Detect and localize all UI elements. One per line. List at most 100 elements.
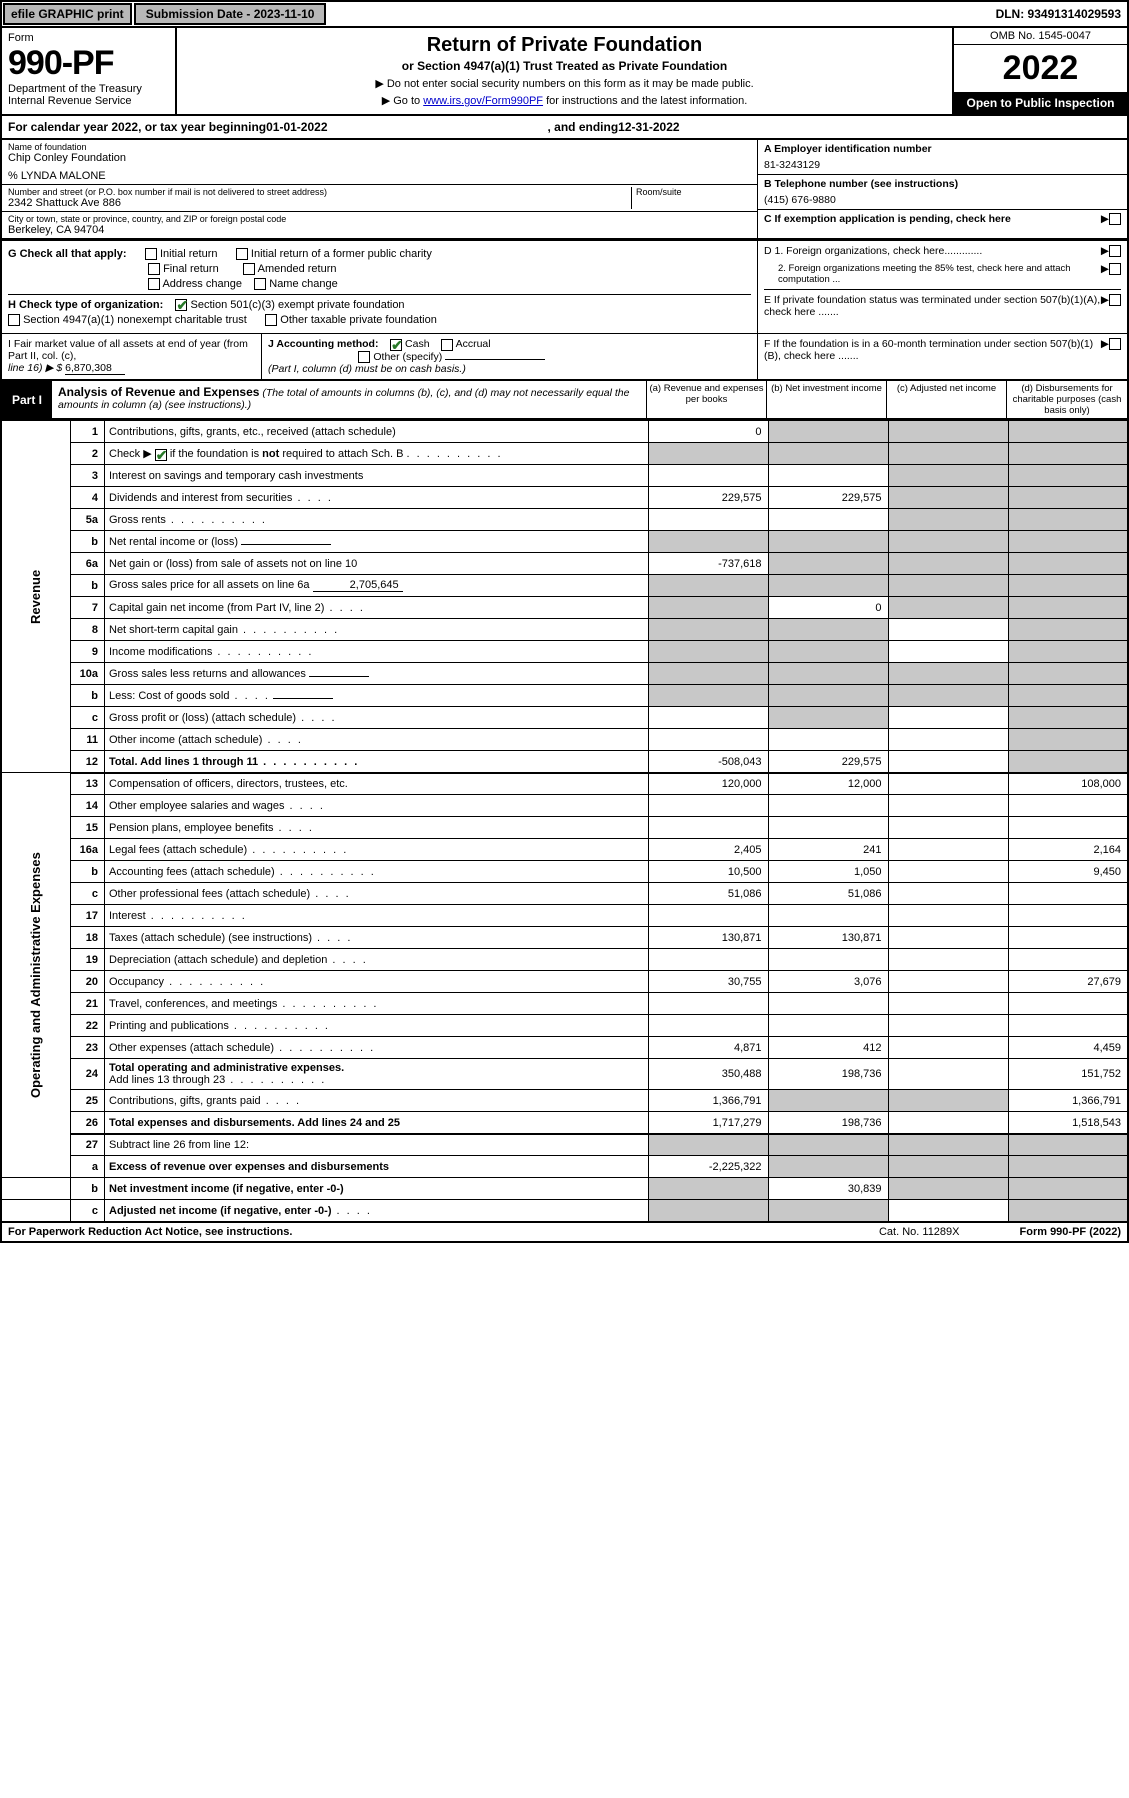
row-13-desc: Compensation of officers, directors, tru… xyxy=(105,773,649,795)
row-6b-desc: Gross sales price for all assets on line… xyxy=(105,575,649,597)
section-g-row-3: Address change Name change xyxy=(8,278,751,290)
final-return-checkbox[interactable] xyxy=(148,263,160,275)
form-label: Form xyxy=(8,32,169,44)
row-3-desc: Interest on savings and temporary cash i… xyxy=(105,465,649,487)
page-footer: For Paperwork Reduction Act Notice, see … xyxy=(0,1223,1129,1243)
section-g-row-2: Final return Amended return xyxy=(8,263,751,275)
e-checkbox[interactable] xyxy=(1109,294,1121,306)
efile-print-button[interactable]: efile GRAPHIC print xyxy=(3,3,132,25)
identification-section: Name of foundation Chip Conley Foundatio… xyxy=(0,140,1129,240)
cash-checkbox[interactable] xyxy=(390,339,402,351)
row-5b-field[interactable] xyxy=(241,544,331,545)
dept-label: Department of the Treasury xyxy=(8,83,169,95)
arrow-icon: ▶ xyxy=(1101,245,1109,257)
table-row: 24Total operating and administrative exp… xyxy=(1,1059,1128,1090)
table-row: cOther professional fees (attach schedul… xyxy=(1,883,1128,905)
row-27a-col-a: -2,225,322 xyxy=(648,1156,768,1178)
calendar-year-row: For calendar year 2022, or tax year begi… xyxy=(0,116,1129,140)
address-label: Number and street (or P.O. box number if… xyxy=(8,187,631,197)
4947-checkbox[interactable] xyxy=(8,314,20,326)
row-16a-col-b: 241 xyxy=(768,839,888,861)
row-10a-field[interactable] xyxy=(309,676,369,677)
table-row: 25Contributions, gifts, grants paid 1,36… xyxy=(1,1090,1128,1112)
other-method-field[interactable] xyxy=(445,359,545,360)
amended-return-label: Amended return xyxy=(258,263,337,275)
row-13-col-b: 12,000 xyxy=(768,773,888,795)
arrow-icon: ▶ xyxy=(1101,294,1109,306)
col-b-header: (b) Net investment income xyxy=(767,381,887,418)
row-16a-desc: Legal fees (attach schedule) xyxy=(105,839,649,861)
table-row: 22Printing and publications xyxy=(1,1015,1128,1037)
row-25-col-d: 1,366,791 xyxy=(1008,1090,1128,1112)
part-1-label: Part I xyxy=(2,381,52,418)
row-26-col-a: 1,717,279 xyxy=(648,1112,768,1134)
form-instructions-link[interactable]: www.irs.gov/Form990PF xyxy=(423,95,543,107)
col-c-header: (c) Adjusted net income xyxy=(887,381,1007,418)
arrow-icon: ▶ xyxy=(1101,213,1109,225)
section-g-h: G Check all that apply: Initial return I… xyxy=(0,240,1129,333)
name-change-checkbox[interactable] xyxy=(254,278,266,290)
row-26-col-d: 1,518,543 xyxy=(1008,1112,1128,1134)
foundation-name-row: Name of foundation Chip Conley Foundatio… xyxy=(2,140,757,185)
table-row: 7Capital gain net income (from Part IV, … xyxy=(1,597,1128,619)
part-1-title: Analysis of Revenue and Expenses xyxy=(58,385,259,399)
f-checkbox[interactable] xyxy=(1109,338,1121,350)
initial-former-checkbox[interactable] xyxy=(236,248,248,260)
table-row: bLess: Cost of goods sold xyxy=(1,685,1128,707)
initial-return-checkbox[interactable] xyxy=(145,248,157,260)
other-method-checkbox[interactable] xyxy=(358,351,370,363)
row-11-desc: Other income (attach schedule) xyxy=(105,729,649,751)
amended-return-checkbox[interactable] xyxy=(243,263,255,275)
row-12-col-a: -508,043 xyxy=(648,751,768,773)
other-taxable-checkbox[interactable] xyxy=(265,314,277,326)
table-row: 8Net short-term capital gain xyxy=(1,619,1128,641)
table-row: bAccounting fees (attach schedule) 10,50… xyxy=(1,861,1128,883)
city-row: City or town, state or province, country… xyxy=(2,212,757,238)
accrual-checkbox[interactable] xyxy=(441,339,453,351)
address-change-checkbox[interactable] xyxy=(148,278,160,290)
table-row: aExcess of revenue over expenses and dis… xyxy=(1,1156,1128,1178)
row-12-desc: Total. Add lines 1 through 11 xyxy=(105,751,649,773)
4947-label: Section 4947(a)(1) nonexempt charitable … xyxy=(23,314,247,326)
d2-checkbox[interactable] xyxy=(1109,263,1121,275)
table-row: cGross profit or (loss) (attach schedule… xyxy=(1,707,1128,729)
other-taxable-label: Other taxable private foundation xyxy=(280,314,437,326)
row-19-desc: Depreciation (attach schedule) and deple… xyxy=(105,949,649,971)
row-2-pre: Check ▶ xyxy=(109,448,152,460)
section-c-checkbox[interactable] xyxy=(1109,213,1121,225)
table-row: 12Total. Add lines 1 through 11 -508,043… xyxy=(1,751,1128,773)
section-f: F If the foundation is in a 60-month ter… xyxy=(757,334,1127,379)
j-label: J Accounting method: xyxy=(268,338,378,350)
part-1-header: Part I Analysis of Revenue and Expenses … xyxy=(0,381,1129,420)
cal-year-begin: 01-01-2022 xyxy=(266,120,327,134)
section-c-row: C If exemption application is pending, c… xyxy=(758,210,1127,228)
row-18-col-b: 130,871 xyxy=(768,927,888,949)
row-6a-col-a: -737,618 xyxy=(648,553,768,575)
row-16c-col-b: 51,086 xyxy=(768,883,888,905)
table-row: 18Taxes (attach schedule) (see instructi… xyxy=(1,927,1128,949)
table-row: 16aLegal fees (attach schedule) 2,405 24… xyxy=(1,839,1128,861)
table-row: 2 Check ▶ if the foundation is not requi… xyxy=(1,443,1128,465)
row-15-desc: Pension plans, employee benefits xyxy=(105,817,649,839)
section-g-row: G Check all that apply: Initial return I… xyxy=(8,248,751,260)
phone-row: B Telephone number (see instructions) (4… xyxy=(758,175,1127,210)
row-16b-col-b: 1,050 xyxy=(768,861,888,883)
table-row: 3Interest on savings and temporary cash … xyxy=(1,465,1128,487)
d1-checkbox[interactable] xyxy=(1109,245,1121,257)
form-note-1: ▶ Do not enter social security numbers o… xyxy=(183,77,946,90)
row-10b-field[interactable] xyxy=(273,698,333,699)
i-line-label: line 16) ▶ $ xyxy=(8,362,62,374)
row-24-col-a: 350,488 xyxy=(648,1059,768,1090)
row-16a-col-d: 2,164 xyxy=(1008,839,1128,861)
row-23-desc: Other expenses (attach schedule) xyxy=(105,1037,649,1059)
table-row: Revenue 1 Contributions, gifts, grants, … xyxy=(1,421,1128,443)
section-c-label: C If exemption application is pending, c… xyxy=(764,213,1101,225)
sch-b-checkbox[interactable] xyxy=(155,449,167,461)
row-6a-desc: Net gain or (loss) from sale of assets n… xyxy=(105,553,649,575)
row-27b-col-b: 30,839 xyxy=(768,1178,888,1200)
address-change-label: Address change xyxy=(162,278,242,290)
row-18-col-a: 130,871 xyxy=(648,927,768,949)
form-year-block: OMB No. 1545-0047 2022 Open to Public In… xyxy=(952,28,1127,114)
501c3-checkbox[interactable] xyxy=(175,299,187,311)
table-row: 5aGross rents xyxy=(1,509,1128,531)
